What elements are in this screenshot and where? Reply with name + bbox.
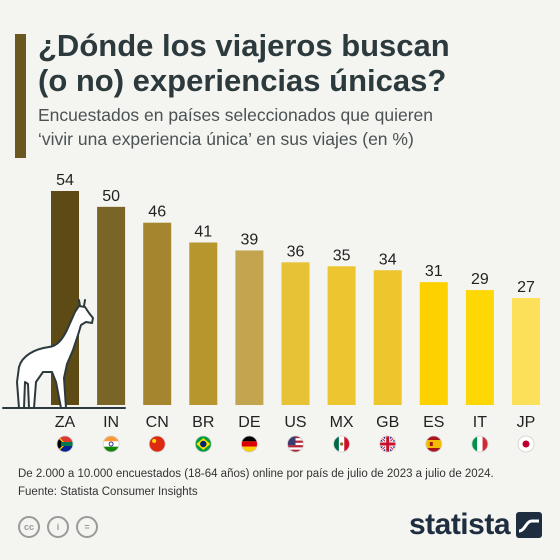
chart-subtitle: Encuestados en países seleccionados que … bbox=[38, 103, 538, 151]
footnote-method: De 2.000 a 10.000 encuestados (18-64 año… bbox=[18, 468, 494, 480]
flag-za-icon bbox=[57, 436, 73, 452]
category-label-mx: MX bbox=[330, 414, 354, 431]
category-label-za: ZA bbox=[55, 414, 76, 431]
bar-value-es: 31 bbox=[425, 263, 443, 280]
flag-br-icon bbox=[195, 436, 212, 452]
no-derivatives-icon[interactable]: = bbox=[76, 516, 98, 538]
bar-mx bbox=[327, 266, 356, 405]
flags-group bbox=[56, 435, 535, 453]
bar-value-br: 41 bbox=[194, 224, 212, 241]
category-label-gb: GB bbox=[376, 414, 399, 431]
bar-value-za: 54 bbox=[56, 172, 74, 189]
category-label-de: DE bbox=[238, 414, 260, 431]
bars-group: 54 ZA 50 IN 46 CN 41 BR 39 DE 36 US 35 MX 34 GB 31 ES 29 IT… bbox=[51, 172, 540, 431]
statista-logo[interactable]: statista bbox=[409, 508, 542, 542]
category-label-it: IT bbox=[473, 414, 487, 431]
flag-cn-icon bbox=[149, 436, 166, 452]
bar-us bbox=[281, 262, 310, 405]
bar-de bbox=[235, 250, 264, 405]
bar-br bbox=[189, 242, 218, 405]
flag-it-icon bbox=[471, 436, 488, 452]
flag-mx-icon bbox=[333, 436, 350, 452]
bar-es bbox=[419, 282, 448, 405]
bar-value-in: 50 bbox=[102, 188, 120, 205]
footnote-source: Fuente: Statista Consumer Insights bbox=[18, 486, 198, 498]
bar-cn bbox=[143, 222, 172, 405]
category-label-cn: CN bbox=[146, 414, 169, 431]
flag-in-icon bbox=[103, 436, 120, 452]
flag-jp-icon bbox=[518, 436, 534, 452]
cc-icon[interactable]: cc bbox=[18, 516, 40, 538]
title-line-2: (o no) experiencias únicas? bbox=[38, 63, 447, 98]
logo-wordmark: statista bbox=[408, 508, 511, 541]
category-label-us: US bbox=[284, 414, 306, 431]
bar-gb bbox=[373, 270, 402, 405]
bar-jp bbox=[512, 298, 540, 405]
footnote: De 2.000 a 10.000 encuestados (18-64 año… bbox=[18, 465, 548, 501]
title-line-1: ¿Dónde los viajeros buscan bbox=[38, 28, 450, 63]
category-label-es: ES bbox=[423, 414, 444, 431]
statista-logo-icon bbox=[516, 512, 542, 538]
bar-value-de: 39 bbox=[241, 231, 259, 248]
bar-value-it: 29 bbox=[471, 271, 489, 288]
subtitle-line-2: ‘vivir una experiencia única’ en sus via… bbox=[38, 129, 414, 149]
category-label-jp: JP bbox=[517, 414, 536, 431]
attribution-icon[interactable]: i bbox=[47, 516, 69, 538]
license-icons: cc i = bbox=[18, 516, 98, 538]
bar-value-gb: 34 bbox=[379, 251, 397, 268]
category-label-in: IN bbox=[103, 414, 119, 431]
flag-de-icon bbox=[241, 436, 258, 452]
flag-gb-icon bbox=[379, 436, 396, 452]
bar-in bbox=[97, 206, 126, 405]
bar-value-mx: 35 bbox=[333, 247, 351, 264]
bar-it bbox=[465, 290, 494, 405]
category-label-br: BR bbox=[192, 414, 214, 431]
title-accent-bar bbox=[15, 34, 26, 158]
giraffe-icon bbox=[2, 299, 126, 409]
bar-value-jp: 27 bbox=[517, 279, 535, 296]
chart-title: ¿Dónde los viajeros buscan (o no) experi… bbox=[38, 28, 538, 98]
flag-us-icon bbox=[287, 436, 304, 452]
bar-chart: 54 ZA 50 IN 46 CN 41 BR 39 DE 36 US 35 MX 34 GB 31 ES 29 IT… bbox=[2, 172, 540, 453]
bar-value-cn: 46 bbox=[148, 204, 166, 221]
flag-es-icon bbox=[425, 436, 442, 452]
bar-value-us: 36 bbox=[287, 243, 305, 260]
subtitle-line-1: Encuestados en países seleccionados que … bbox=[38, 105, 433, 125]
